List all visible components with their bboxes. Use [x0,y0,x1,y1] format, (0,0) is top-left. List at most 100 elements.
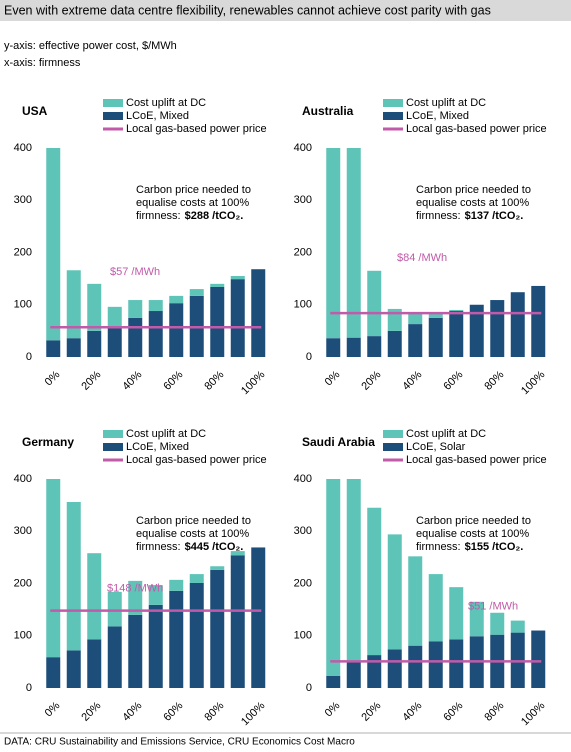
y-tick-label: 100 [14,299,32,311]
y-tick-label: 400 [294,142,312,154]
y-tick-label: 300 [14,194,32,206]
bar-segment [128,580,143,615]
bar-segment [449,311,464,357]
annotation-line: firmness: $155 /tCO₂. [416,541,523,553]
bar-segment [107,306,122,329]
bar-segment [107,328,122,357]
x-tick-label: 20% [359,700,383,724]
x-tick-label: 40% [400,700,424,724]
legend-swatch [103,112,123,120]
x-tick-label: 60% [161,700,185,724]
annotation-line: firmness: $288 /tCO₂. [136,210,243,222]
x-tick-label: 20% [79,700,103,724]
x-tick-label: 60% [441,369,465,393]
bar-segment [346,479,361,662]
bar-segment [326,675,341,688]
annotation-line: equalise costs at 100% [136,197,249,209]
panel-title: Germany [22,435,74,449]
y-tick-label: 0 [26,682,32,694]
legend-label: Cost uplift at DC [126,428,206,440]
x-tick-label: 100% [519,369,548,398]
x-axis-note: x-axis: firmness [4,57,81,69]
bar-segment [210,286,225,357]
bar-segment [387,308,402,331]
panel-title: Australia [302,104,354,118]
x-tick-label: 0% [323,700,343,720]
legend-swatch [383,430,403,438]
bar-segment [367,336,382,357]
gas-price-label: $84 /MWh [397,252,447,264]
bar-segment [87,283,102,331]
bar-segment [367,507,382,656]
bar-segment [189,289,204,296]
bar-segment [66,650,81,688]
bar-segment [210,566,225,570]
y-tick-label: 400 [294,473,312,485]
bar-segment [46,148,61,341]
bar-segment [449,639,464,688]
bar-segment [449,309,464,312]
bar-segment [408,324,423,357]
bar-segment [148,311,163,357]
legend-label: Cost uplift at DC [406,97,486,109]
bar-segment [148,585,163,605]
gas-price-label: $51 /MWh [468,600,518,612]
legend-swatch [383,443,403,451]
bar-segment [87,639,102,688]
panel-title: USA [22,104,48,118]
x-tick-label: 0% [323,369,343,389]
footer-source: DATA: CRU Sustainability and Emissions S… [4,737,355,748]
bar-segment [387,534,402,650]
bar-segment [449,587,464,640]
x-tick-label: 80% [202,369,226,393]
legend-label: Local gas-based power price [406,123,547,135]
annotation-line: equalise costs at 100% [416,197,529,209]
bar-segment [326,479,341,676]
bar-segment [387,649,402,688]
bar-segment [148,300,163,312]
bar-segment [169,295,184,304]
bar-segment [169,590,184,688]
panel-title: Saudi Arabia [302,435,375,449]
bar-segment [346,337,361,357]
legend-label: LCoE, Mixed [126,441,189,453]
bar-segment [46,340,61,357]
bar-segment [87,553,102,640]
legend-swatch [383,99,403,107]
annotation-line: equalise costs at 100% [136,528,249,540]
carbon-price: $445 /tCO₂. [185,541,244,553]
gas-price-label: $148 /MWh [107,583,163,595]
annotation-line: firmness: $445 /tCO₂. [136,541,243,553]
bar-segment [531,285,546,357]
y-tick-label: 400 [14,142,32,154]
gas-price-label: $57 /MWh [110,266,160,278]
bar-segment [128,614,143,688]
legend-label: Local gas-based power price [126,123,267,135]
annotation-line: Carbon price needed to [416,515,531,527]
bar-segment [230,555,245,688]
x-tick-label: 20% [79,369,103,393]
annotation-text: firmness: [136,210,181,222]
carbon-price: $288 /tCO₂. [185,210,244,222]
y-tick-label: 200 [14,577,32,589]
bar-segment [189,574,204,583]
y-tick-label: 200 [294,577,312,589]
bar-segment [387,330,402,357]
bar-segment [490,612,505,635]
legend-swatch [103,443,123,451]
y-tick-label: 100 [14,630,32,642]
y-tick-label: 100 [294,630,312,642]
bar-segment [251,547,266,688]
x-tick-label: 80% [482,700,506,724]
y-axis-note: y-axis: effective power cost, $/MWh [4,40,177,52]
bar-segment [210,569,225,688]
annotation-line: Carbon price needed to [136,515,251,527]
x-tick-label: 100% [519,700,548,729]
annotation-text: firmness: [416,541,461,553]
bar-segment [128,317,143,357]
bar-segment [230,279,245,357]
bar-segment [346,661,361,688]
bar-segment [428,313,443,318]
bar-segment [230,276,245,280]
